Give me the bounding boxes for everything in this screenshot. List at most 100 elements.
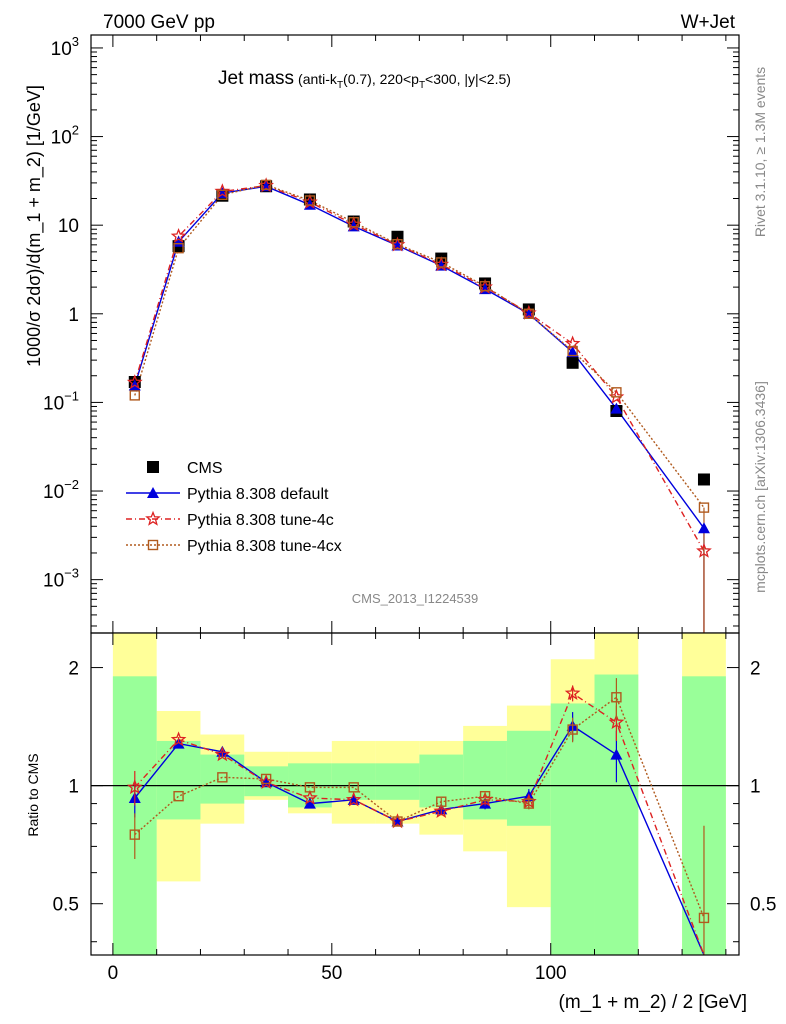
ratio-y-tick-label: 2 bbox=[68, 659, 79, 680]
mcplots-label: mcplots.cern.ch [arXiv:1306.3436] bbox=[752, 381, 768, 593]
main-y-tick-label: 1 bbox=[68, 305, 79, 326]
header-right: W+Jet bbox=[681, 12, 736, 33]
main-y-tick-label: 102 bbox=[51, 123, 79, 149]
tick-label-base: 10 bbox=[43, 482, 64, 503]
title-sub-1-subscript: T bbox=[337, 80, 343, 91]
ratio-data-point bbox=[479, 790, 491, 802]
ratio-data-point bbox=[611, 692, 622, 703]
main-data-point bbox=[392, 239, 403, 250]
main-data-point bbox=[348, 217, 359, 228]
tick-label-exponent: −1 bbox=[64, 388, 79, 403]
legend-marker bbox=[147, 539, 159, 551]
main-data-point bbox=[696, 542, 712, 558]
ratio-data-point bbox=[564, 684, 581, 700]
header-left: 7000 GeV pp bbox=[103, 12, 215, 33]
main-data-point bbox=[436, 257, 447, 268]
analysis-watermark: CMS_2013_I1224539 bbox=[352, 591, 479, 606]
main-data-point bbox=[566, 346, 579, 358]
main-data-point bbox=[304, 195, 316, 206]
ratio-band-green bbox=[156, 740, 201, 820]
ratio-ylabel: Ratio to CMS bbox=[25, 753, 41, 836]
main-data-point bbox=[170, 227, 187, 243]
ratio-y-tick-label-right: 0.5 bbox=[750, 895, 776, 916]
title-sub-1: (anti-k bbox=[298, 71, 338, 87]
tick-label-exponent: −3 bbox=[64, 566, 79, 581]
tick-label-base: 10 bbox=[43, 571, 64, 592]
ratio-plot: 0.5 0.5 1 1 2 2 0 50 100 bbox=[53, 632, 776, 984]
ratio-data-point bbox=[345, 791, 362, 807]
main-data-point bbox=[566, 356, 579, 369]
main-data-point bbox=[697, 473, 710, 486]
ratio-data-point bbox=[173, 790, 184, 802]
x-tick-label: 100 bbox=[535, 963, 567, 984]
ratio-data-point bbox=[303, 797, 316, 809]
legend-marker bbox=[147, 461, 159, 473]
legend-marker bbox=[145, 510, 161, 526]
main-y-tick-label: 10−1 bbox=[43, 388, 79, 414]
legend-label: Pythia 8.308 tune-4c bbox=[187, 512, 334, 529]
ratio-data-point bbox=[698, 912, 710, 924]
main-data-point bbox=[611, 387, 622, 398]
legend: CMS Pythia 8.308 default Pythia 8.308 tune… bbox=[126, 460, 342, 555]
tick-label-base: 10 bbox=[51, 128, 72, 149]
main-y-tick-label: 10−2 bbox=[43, 477, 79, 503]
ratio-data-point bbox=[436, 796, 447, 807]
x-axis-label: (m_1 + m_2) / 2 [GeV] bbox=[559, 992, 748, 1013]
main-data-point bbox=[217, 189, 228, 201]
ratio-data-point bbox=[523, 798, 535, 809]
title-main: Jet mass bbox=[218, 68, 294, 89]
ratio-data-point bbox=[214, 746, 231, 762]
main-series-line bbox=[134, 185, 705, 529]
ratio-data-point bbox=[610, 748, 623, 760]
legend-label: CMS bbox=[187, 460, 223, 477]
ratio-data-point bbox=[433, 803, 450, 819]
ratio-data-point bbox=[126, 779, 143, 795]
title-sub-3: <300, |y|<2.5) bbox=[425, 71, 511, 87]
tick-label-base: 10 bbox=[51, 39, 72, 60]
legend-label: Pythia 8.308 tune-4cx bbox=[187, 538, 342, 555]
ratio-y-tick-label: 0.5 bbox=[53, 895, 79, 916]
ratio-data-point bbox=[302, 789, 318, 805]
tick-label-exponent: 3 bbox=[72, 34, 79, 49]
x-tick-label: 0 bbox=[108, 963, 119, 984]
main-y-tick-label: 10−3 bbox=[43, 566, 79, 592]
main-data-point bbox=[260, 179, 272, 191]
main-ylabel: 1000/σ 2dσ)/d(m_1 + m_2) [1/GeV] bbox=[24, 85, 45, 367]
ratio-y-tick-label: 1 bbox=[68, 777, 79, 798]
main-data-point bbox=[698, 502, 710, 513]
tick-label-exponent: −2 bbox=[64, 477, 79, 492]
ratio-data-point bbox=[567, 724, 578, 735]
main-data-point bbox=[610, 402, 623, 414]
ratio-data-point bbox=[260, 773, 272, 785]
main-data-point bbox=[129, 390, 140, 401]
title-sub-2-subscript: T bbox=[419, 80, 425, 91]
title-sub-2: (0.7), 220<p bbox=[343, 71, 419, 87]
ratio-data-point bbox=[170, 731, 187, 747]
ratio-frame bbox=[90, 632, 740, 956]
main-data-point bbox=[479, 280, 491, 292]
main-y-tick-label: 10 bbox=[58, 216, 79, 237]
ratio-band-green bbox=[550, 703, 595, 955]
ratio-data-point bbox=[608, 714, 625, 730]
main-data-point bbox=[567, 345, 578, 357]
ratio-band-green bbox=[375, 763, 420, 800]
main-y-tick-label: 103 bbox=[51, 34, 79, 60]
ratio-data-point bbox=[216, 745, 229, 757]
chart-title: Jet mass (anti-kT(0.7), 220<pT<300, |y|<2… bbox=[218, 68, 511, 91]
ratio-data-point bbox=[304, 782, 316, 793]
x-tick-label: 50 bbox=[321, 963, 342, 984]
ratio-y-tick-label-right: 2 bbox=[750, 659, 761, 680]
ratio-data-point bbox=[392, 816, 403, 827]
main-data-point bbox=[126, 374, 143, 390]
ratio-y-tick-label-right: 1 bbox=[750, 777, 761, 798]
ratio-data-point bbox=[217, 772, 228, 783]
tick-label-exponent: 2 bbox=[72, 123, 79, 138]
main-data-point bbox=[523, 308, 535, 319]
main-data-point bbox=[214, 183, 231, 199]
main-data-point bbox=[173, 242, 184, 254]
tick-label-base: 10 bbox=[43, 393, 64, 414]
legend-label: Pythia 8.308 default bbox=[187, 486, 329, 503]
legend-marker bbox=[147, 487, 159, 498]
main-data-point bbox=[697, 522, 710, 534]
